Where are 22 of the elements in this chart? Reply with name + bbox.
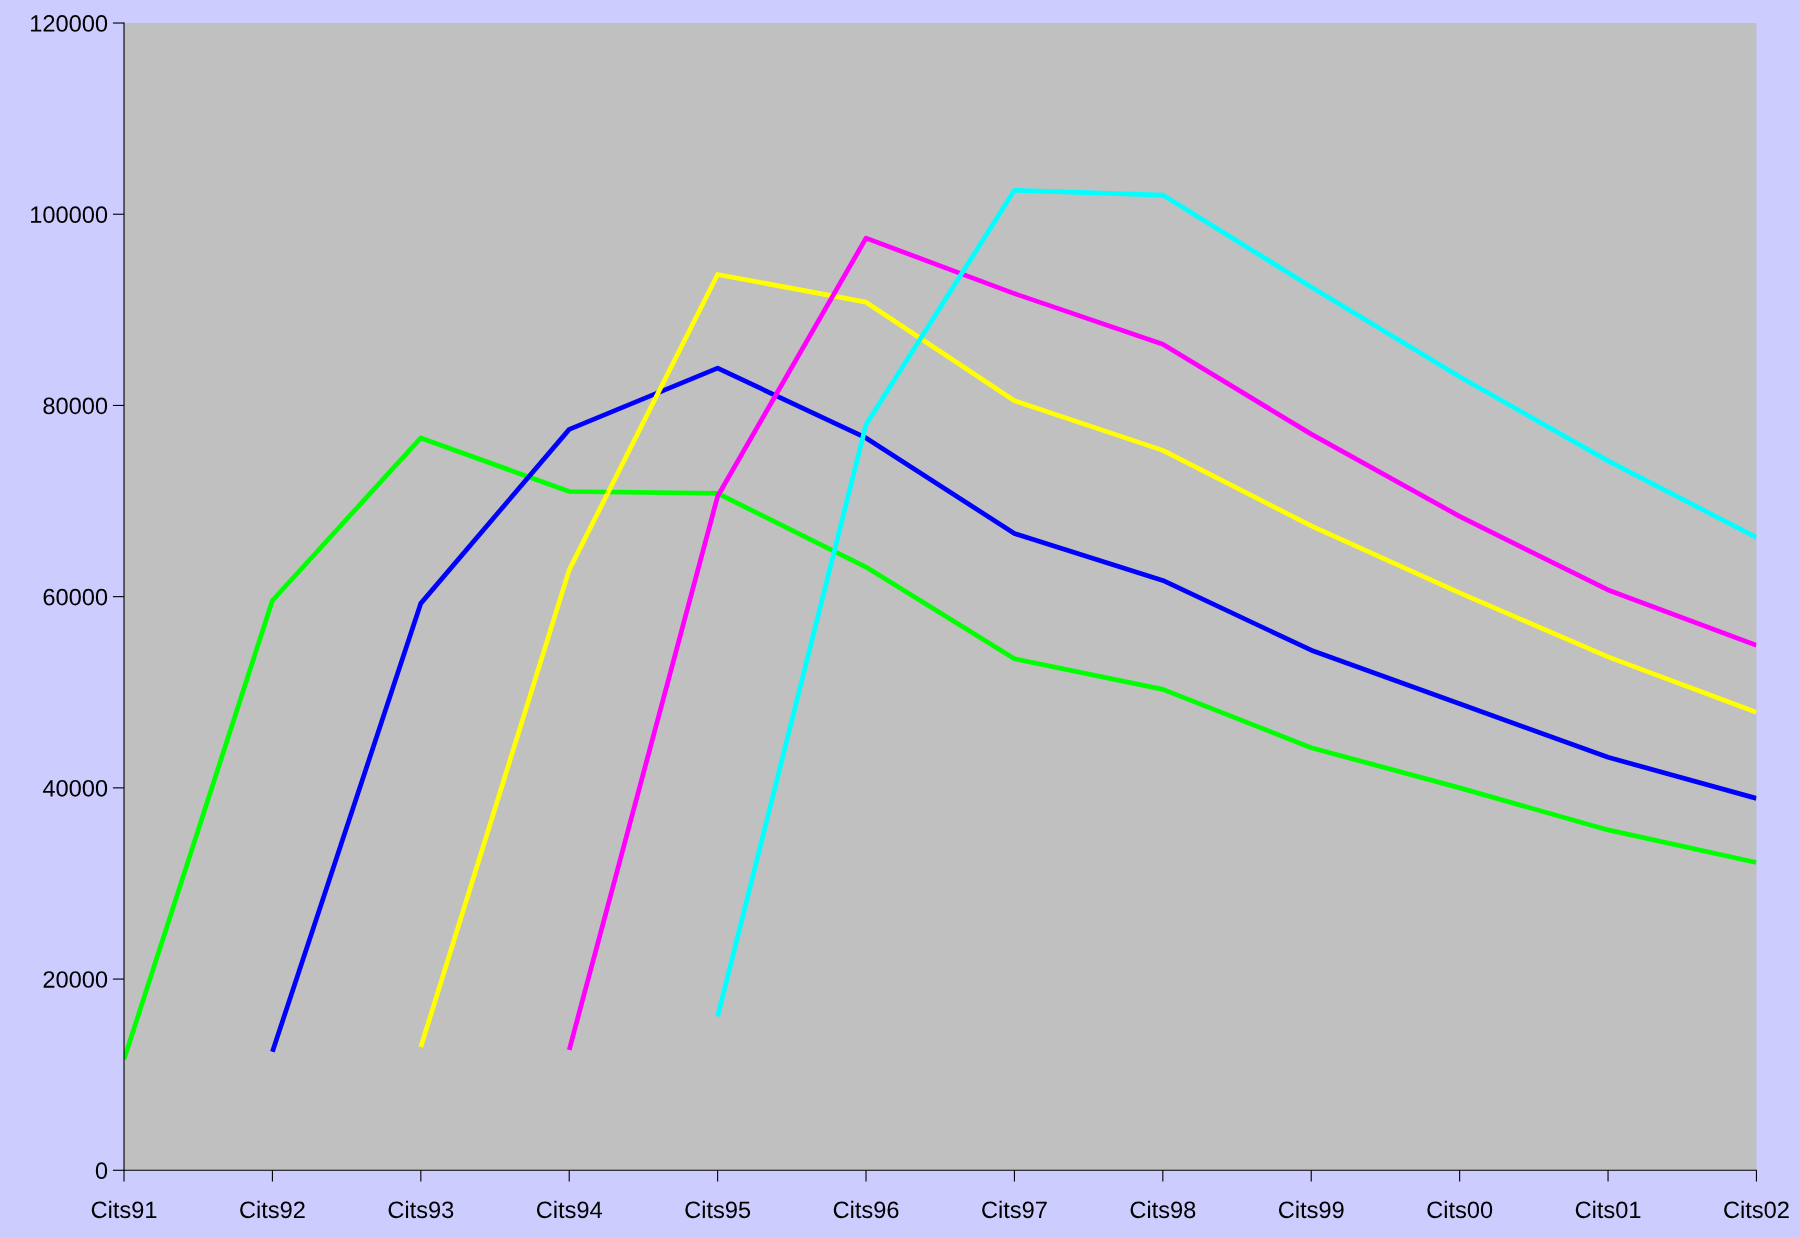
y-tick-label: 0	[95, 1162, 108, 1180]
line-series	[270, 365, 1757, 1055]
x-tick-label: Cits91	[91, 1200, 157, 1219]
x-tick-label: Cits00	[1427, 1200, 1493, 1219]
line-series	[715, 187, 1757, 1019]
x-tick-label: Cits99	[1278, 1200, 1344, 1219]
y-tick-label: 100000	[31, 206, 108, 224]
x-tick-label: Cits94	[536, 1200, 602, 1219]
x-tick-label: Cits95	[685, 1200, 751, 1219]
x-tick-label: Cits93	[388, 1200, 454, 1219]
y-tick-label: 40000	[42, 779, 108, 797]
x-tick-label: Cits92	[240, 1200, 305, 1219]
x-tick-label: Cits97	[982, 1200, 1047, 1219]
y-tick-label: 80000	[43, 397, 108, 415]
x-tick-label: Cits01	[1575, 1200, 1641, 1219]
line-series	[124, 435, 1757, 1062]
y-tick-label: 20000	[43, 971, 108, 988]
x-tick-label: Cits02	[1724, 1200, 1789, 1219]
x-tick-label: Cits96	[833, 1200, 899, 1219]
x-tick-label: Cits98	[1130, 1200, 1196, 1219]
y-tick-label: 120000	[31, 15, 108, 32]
y-tick-label: 60000	[43, 588, 108, 606]
